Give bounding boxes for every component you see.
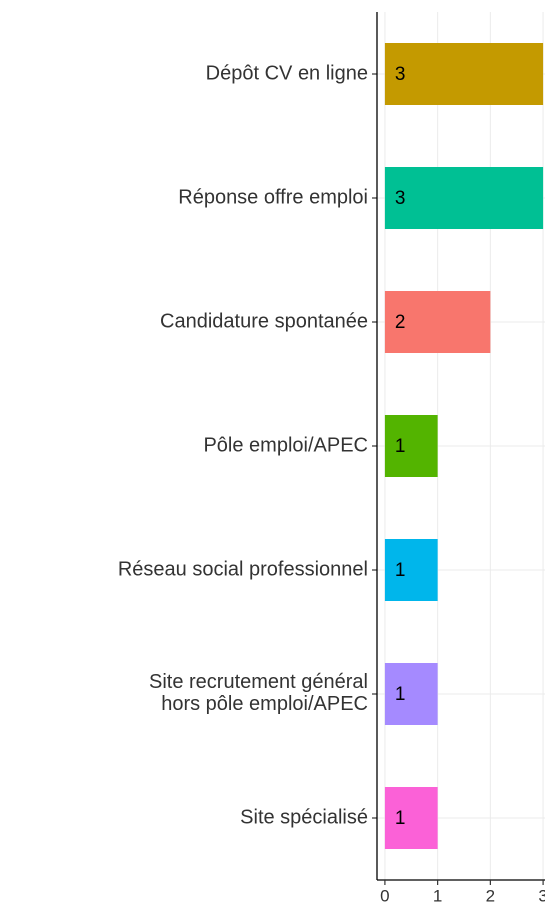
value-label: 1 [395, 560, 406, 581]
bar [384, 167, 544, 229]
value-label: 3 [395, 188, 406, 209]
category-label: Candidature spontanée [160, 310, 368, 332]
x-tick-label: 2 [486, 886, 495, 905]
value-label: 1 [395, 808, 406, 829]
value-label: 1 [395, 684, 406, 705]
category-label: Site spécialisé [240, 806, 368, 828]
bar [384, 43, 544, 105]
x-tick-label: 0 [380, 886, 389, 905]
category-label: Site recrutement général hors pôle emploi… [149, 671, 368, 715]
value-label: 2 [395, 312, 406, 333]
bar [384, 539, 438, 601]
x-tick-label: 1 [433, 886, 442, 905]
bar [384, 415, 438, 477]
bar [384, 787, 438, 849]
bar [384, 663, 438, 725]
category-label: Dépôt CV en ligne [206, 62, 368, 84]
category-label: Pôle emploi/APEC [203, 434, 368, 456]
x-tick-label: 3 [538, 886, 545, 905]
category-label: Réponse offre emploi [178, 186, 368, 208]
category-label: Réseau social professionnel [118, 558, 368, 580]
bar [384, 291, 491, 353]
value-label: 3 [395, 64, 406, 85]
value-label: 1 [395, 436, 406, 457]
